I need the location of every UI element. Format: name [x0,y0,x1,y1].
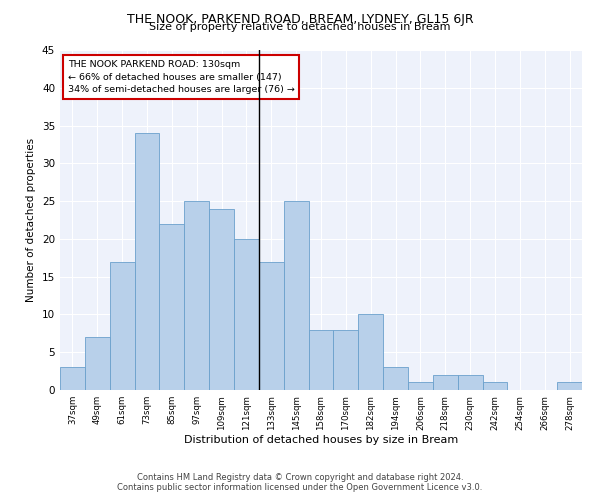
Bar [482,382,508,390]
Bar [160,224,184,390]
Y-axis label: Number of detached properties: Number of detached properties [26,138,37,302]
Bar [134,133,160,390]
Bar [458,375,482,390]
Text: THE NOOK PARKEND ROAD: 130sqm
← 66% of detached houses are smaller (147)
34% of : THE NOOK PARKEND ROAD: 130sqm ← 66% of d… [68,60,295,94]
Text: THE NOOK, PARKEND ROAD, BREAM, LYDNEY, GL15 6JR: THE NOOK, PARKEND ROAD, BREAM, LYDNEY, G… [127,12,473,26]
Bar [110,262,134,390]
Bar [60,368,85,390]
Bar [308,330,334,390]
Bar [284,201,308,390]
Bar [557,382,582,390]
Text: Size of property relative to detached houses in Bream: Size of property relative to detached ho… [149,22,451,32]
Bar [334,330,358,390]
Bar [408,382,433,390]
Text: Contains HM Land Registry data © Crown copyright and database right 2024.: Contains HM Land Registry data © Crown c… [137,472,463,482]
Bar [383,368,408,390]
Text: Contains public sector information licensed under the Open Government Licence v3: Contains public sector information licen… [118,482,482,492]
Bar [85,337,110,390]
Bar [234,239,259,390]
Bar [433,375,458,390]
Bar [209,208,234,390]
Bar [259,262,284,390]
Text: Distribution of detached houses by size in Bream: Distribution of detached houses by size … [184,435,458,445]
Bar [184,201,209,390]
Bar [358,314,383,390]
